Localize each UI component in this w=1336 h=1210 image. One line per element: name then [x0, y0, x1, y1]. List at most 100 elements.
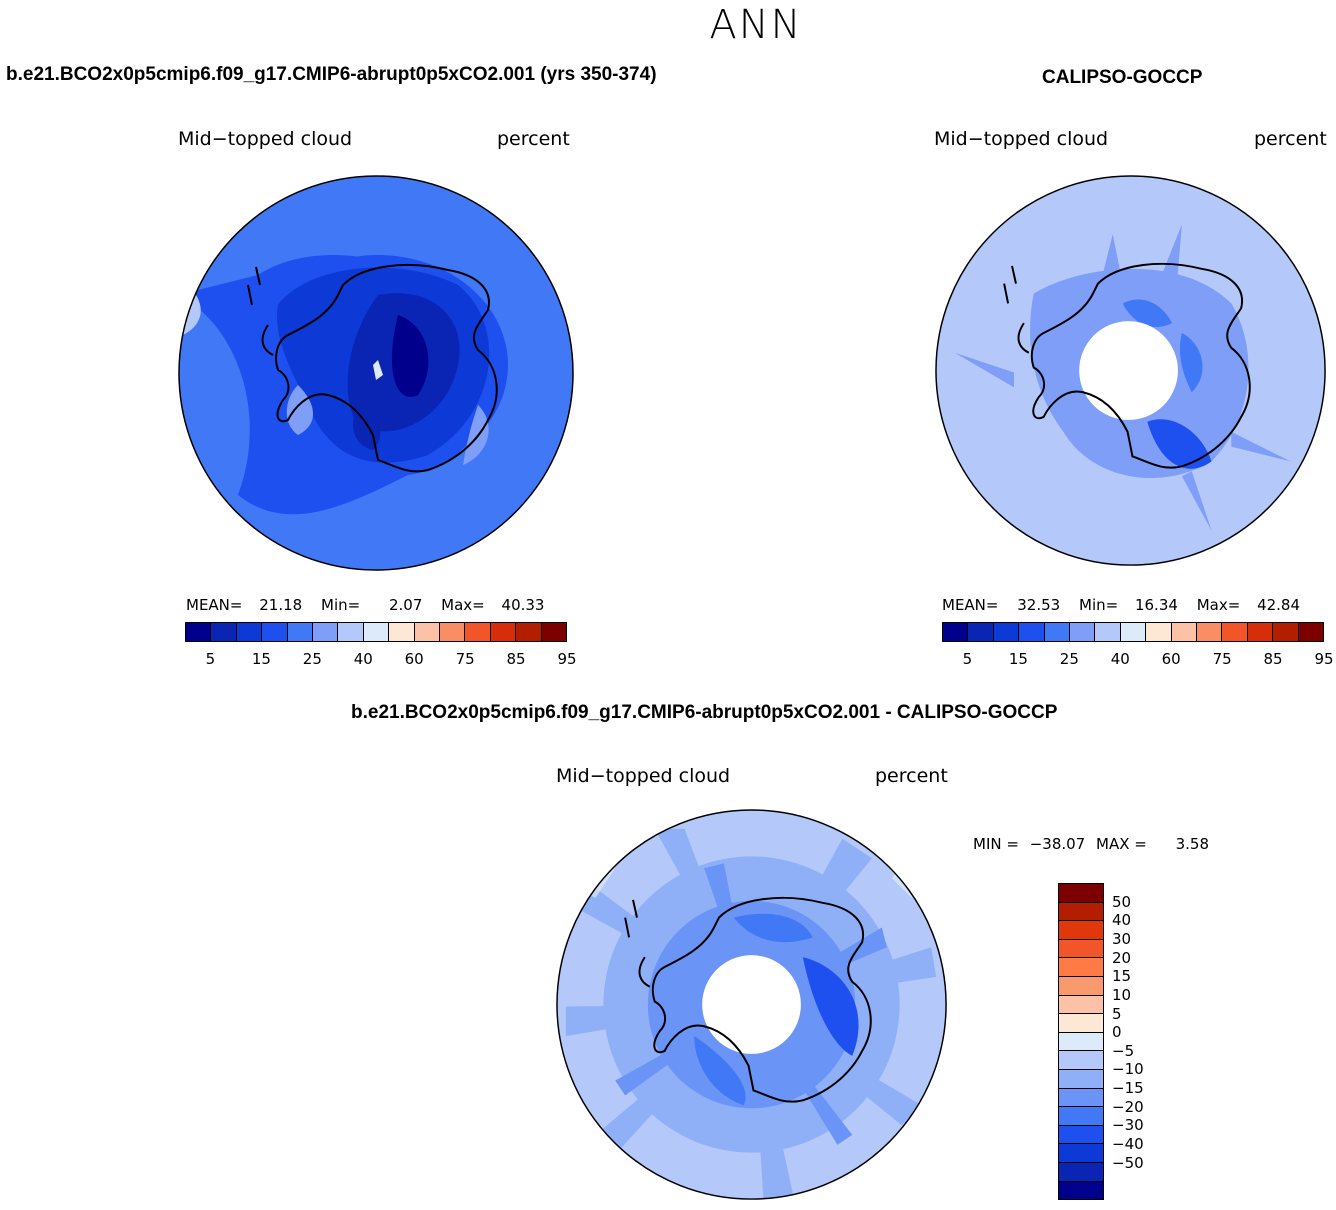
colorbar-swatch	[440, 623, 466, 641]
model-min-label: Min=	[321, 596, 361, 614]
colorbar-swatch	[1059, 1069, 1103, 1089]
obs-case-title: CALIPSO-GOCCP	[1042, 67, 1203, 88]
model-stats: MEAN= 21.18 Min= 2.07 Max= 40.33	[186, 596, 544, 614]
colorbar-tick-label: 40	[353, 650, 373, 668]
model-max-value: 40.33	[501, 596, 545, 614]
obs-mean-label: MEAN=	[942, 596, 999, 614]
colorbar-tick-label: 40	[1110, 650, 1130, 668]
colorbar-swatch	[1059, 976, 1103, 996]
diff-max-value: 3.58	[1175, 835, 1210, 853]
model-mean-label: MEAN=	[186, 596, 243, 614]
colorbar-swatch	[1059, 921, 1103, 940]
diff-case-title: b.e21.BCO2x0p5cmip6.f09_g17.CMIP6-abrupt…	[351, 702, 1058, 723]
colorbar-swatch	[1095, 623, 1121, 641]
model-colorbar-ticks: 5 15 25 40 60 75 85 95	[185, 650, 577, 668]
obs-min-value: 16.34	[1134, 596, 1178, 614]
colorbar-swatch	[1059, 1162, 1103, 1182]
colorbar-swatch	[313, 623, 339, 641]
colorbar-tick-label: 25	[1059, 650, 1079, 668]
obs-map	[935, 175, 1326, 566]
colorbar-tick-label: 50	[1112, 892, 1132, 911]
model-colorbar	[185, 622, 567, 642]
colorbar-tick-label: 75	[1212, 650, 1232, 668]
model-variable-label: Mid−topped cloud	[178, 128, 353, 150]
colorbar-swatch	[1059, 1032, 1103, 1052]
obs-max-value: 42.84	[1257, 596, 1301, 614]
colorbar-swatch	[1146, 623, 1172, 641]
model-case-title: b.e21.BCO2x0p5cmip6.f09_g17.CMIP6-abrupt…	[6, 64, 657, 85]
colorbar-swatch	[541, 623, 567, 641]
colorbar-swatch	[1059, 1144, 1103, 1163]
diff-stats: MIN = −38.07 MAX = 3.58	[973, 835, 1209, 853]
colorbar-tick-label: −5	[1112, 1041, 1135, 1060]
colorbar-swatch	[262, 623, 288, 641]
colorbar-swatch	[993, 623, 1020, 641]
colorbar-swatch	[1070, 623, 1096, 641]
difference-map	[556, 809, 947, 1200]
model-max-label: Max=	[441, 596, 485, 614]
model-min-value: 2.07	[388, 596, 423, 614]
colorbar-swatch	[1247, 623, 1274, 641]
colorbar-swatch	[1059, 939, 1103, 959]
colorbar-swatch	[1273, 623, 1299, 641]
colorbar-swatch	[1019, 623, 1045, 641]
colorbar-tick-label: −30	[1112, 1116, 1144, 1135]
colorbar-tick-label: −15	[1112, 1079, 1144, 1098]
colorbar-tick-label: 15	[251, 650, 271, 668]
colorbar-tick-label: 0	[1112, 1023, 1122, 1042]
colorbar-swatch	[465, 623, 491, 641]
colorbar-tick-label: −50	[1112, 1153, 1144, 1172]
colorbar-swatch	[1059, 902, 1103, 922]
diff-variable-label: Mid−topped cloud	[556, 765, 731, 787]
colorbar-swatch	[1197, 623, 1223, 641]
obs-mean-value: 32.53	[1017, 596, 1061, 614]
colorbar-tick-label: 25	[302, 650, 322, 668]
colorbar-swatch	[1059, 1125, 1103, 1145]
colorbar-swatch	[287, 623, 314, 641]
colorbar-tick-label: 10	[1112, 985, 1132, 1004]
obs-colorbar	[942, 622, 1324, 642]
colorbar-swatch	[1222, 623, 1248, 641]
colorbar-swatch	[1059, 1181, 1103, 1200]
obs-min-label: Min=	[1079, 596, 1119, 614]
diff-colorbar-ticks: 50 40 30 20 15 10 5 0 −5 −10 −15 −20 −30 −40 −50	[1112, 883, 1172, 1200]
colorbar-tick-label: 60	[404, 650, 424, 668]
colorbar-tick-label: −20	[1112, 1097, 1144, 1116]
diff-min-label: MIN =	[973, 835, 1019, 853]
model-units-label: percent	[497, 128, 570, 150]
colorbar-tick-label: 20	[1112, 948, 1132, 967]
colorbar-swatch	[211, 623, 237, 641]
colorbar-swatch	[236, 623, 263, 641]
colorbar-swatch	[490, 623, 517, 641]
main-title: ANN	[709, 2, 803, 48]
colorbar-swatch	[186, 623, 212, 641]
obs-units-label: percent	[1254, 128, 1327, 150]
colorbar-swatch	[1059, 958, 1103, 977]
colorbar-swatch	[1120, 623, 1147, 641]
colorbar-swatch	[1298, 623, 1324, 641]
colorbar-swatch	[943, 623, 969, 641]
colorbar-tick-label: −40	[1112, 1135, 1144, 1154]
colorbar-swatch	[389, 623, 415, 641]
obs-variable-label: Mid−topped cloud	[934, 128, 1109, 150]
colorbar-tick-label: 15	[1112, 967, 1132, 986]
colorbar-tick-label: 85	[506, 650, 526, 668]
diff-colorbar	[1058, 883, 1104, 1200]
colorbar-swatch	[1059, 1051, 1103, 1070]
colorbar-tick-label: 95	[557, 650, 577, 668]
obs-stats: MEAN= 32.53 Min= 16.34 Max= 42.84	[942, 596, 1300, 614]
colorbar-swatch	[363, 623, 390, 641]
colorbar-tick-label: 5	[205, 650, 216, 668]
colorbar-swatch	[338, 623, 364, 641]
obs-max-label: Max=	[1196, 596, 1241, 614]
model-mean-value: 21.18	[259, 596, 303, 614]
colorbar-tick-label: 85	[1263, 650, 1283, 668]
diff-units-label: percent	[875, 765, 948, 787]
colorbar-tick-label: −10	[1112, 1060, 1144, 1079]
colorbar-swatch	[1059, 995, 1103, 1015]
colorbar-tick-label: 5	[962, 650, 973, 668]
colorbar-swatch	[1059, 1107, 1103, 1126]
colorbar-swatch	[516, 623, 542, 641]
colorbar-tick-label: 95	[1314, 650, 1334, 668]
colorbar-swatch	[1059, 1014, 1103, 1033]
